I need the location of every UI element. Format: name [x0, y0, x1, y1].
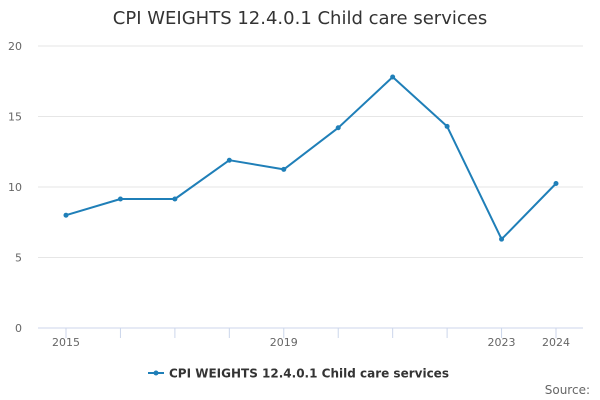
data-point: [117, 196, 123, 202]
data-point: [444, 123, 450, 129]
data-point: [172, 196, 178, 202]
y-tick-label: 0: [15, 322, 22, 335]
legend-marker-dot: [153, 370, 159, 376]
series-line: [65, 76, 557, 241]
x-axis: [38, 327, 583, 338]
y-tick-label: 20: [8, 40, 22, 53]
data-point: [499, 236, 505, 242]
gridlines: [38, 45, 583, 258]
data-point: [281, 166, 287, 172]
data-point: [335, 125, 341, 131]
data-point: [63, 212, 69, 218]
x-tick-label: 2015: [52, 336, 80, 349]
x-tick-label: 2019: [270, 336, 298, 349]
data-point: [226, 157, 232, 163]
y-tick-label: 5: [15, 252, 22, 265]
data-point: [390, 74, 396, 80]
y-tick-label: 15: [8, 111, 22, 124]
legend-label[interactable]: CPI WEIGHTS 12.4.0.1 Child care services: [169, 367, 449, 381]
legend[interactable]: CPI WEIGHTS 12.4.0.1 Child care services: [148, 367, 449, 381]
chart-title: CPI WEIGHTS 12.4.0.1 Child care services: [113, 8, 487, 29]
y-tick-label: 10: [8, 181, 22, 194]
data-point: [553, 180, 559, 186]
credits: Source:: [545, 383, 590, 397]
y-axis: 0 5 10 15 20: [8, 40, 22, 335]
x-tick-label: 2024: [542, 336, 570, 349]
series-group: [63, 74, 559, 242]
x-axis-labels: 2015 2019 2023 2024: [52, 336, 570, 349]
x-tick-label: 2023: [488, 336, 516, 349]
